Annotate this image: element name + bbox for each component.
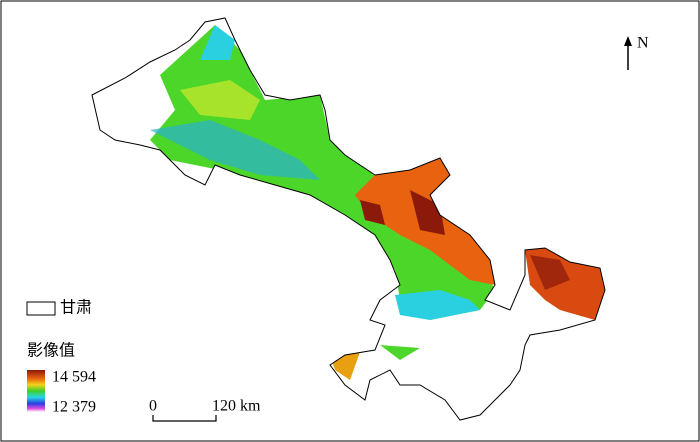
scale-start: 0 (149, 398, 157, 415)
legend-min: 12 379 (52, 399, 96, 416)
legend-boundary-label: 甘肃 (60, 299, 92, 317)
legend-title: 影像值 (27, 342, 75, 360)
legend-boundary-swatch (26, 301, 56, 316)
scale-bar (152, 415, 217, 422)
raster (92, 18, 605, 420)
north-arrow-head (624, 36, 632, 46)
legend-ramp (27, 370, 45, 412)
scale-end: 120 km (212, 398, 261, 415)
legend-max: 14 594 (52, 369, 96, 386)
north-label: N (637, 35, 649, 52)
